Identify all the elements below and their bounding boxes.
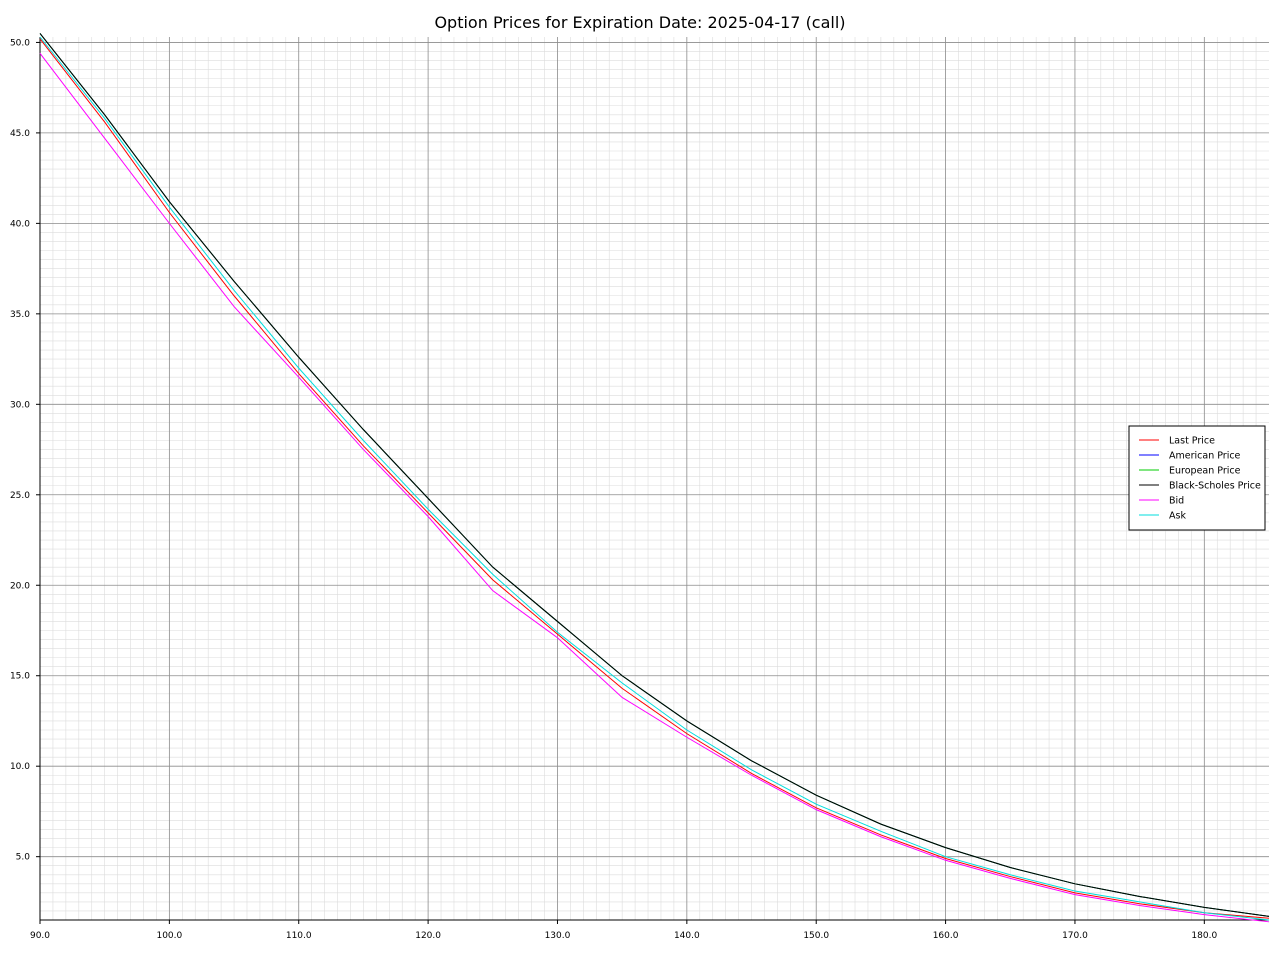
y-tick-label: 25.0: [10, 491, 30, 501]
y-tick-label: 50.0: [10, 38, 30, 48]
x-tick-label: 160.0: [933, 931, 959, 941]
x-tick-label: 170.0: [1062, 931, 1088, 941]
minor-grid: [40, 37, 1269, 921]
legend-box: [1128, 425, 1266, 531]
legend-label-3: Black-Scholes Price: [1169, 481, 1261, 492]
series-line-2: [39, 33, 1270, 917]
series-line-0: [39, 38, 1270, 919]
series-layer: [39, 33, 1270, 923]
y-tick-label: 5.0: [16, 853, 31, 863]
x-tick-label: 130.0: [545, 931, 571, 941]
x-tick-label: 90.0: [30, 931, 50, 941]
series-line-5: [39, 36, 1270, 921]
series-line-3: [39, 33, 1270, 917]
series-line-4: [39, 52, 1270, 923]
y-tick-label: 30.0: [10, 400, 30, 410]
series-line-1: [39, 33, 1270, 917]
x-tick-label: 140.0: [674, 931, 700, 941]
x-axis-ticks: 90.0 100.0 110.0 120.0 130.0 140.0 150.0 160.0 1…: [30, 920, 1217, 941]
major-grid: [39, 37, 1269, 920]
y-tick-label: 35.0: [10, 310, 30, 320]
x-tick-label: 100.0: [156, 931, 182, 941]
chart-title: Option Prices for Expiration Date: 2025-…: [434, 13, 845, 32]
y-tick-label: 45.0: [10, 129, 30, 139]
axes: [39, 37, 1269, 921]
x-tick-label: 120.0: [415, 931, 441, 941]
y-tick-label: 40.0: [10, 219, 30, 229]
legend-label-5: Ask: [1169, 511, 1186, 522]
legend-label-4: Bid: [1169, 496, 1184, 507]
x-tick-label: 150.0: [803, 931, 829, 941]
legend: Last Price American Price European Price Bl…: [1128, 425, 1266, 531]
y-tick-label: 15.0: [10, 672, 30, 682]
legend-label-0: Last Price: [1169, 436, 1215, 447]
legend-label-2: European Price: [1169, 466, 1241, 477]
x-tick-label: 180.0: [1191, 931, 1217, 941]
y-tick-label: 20.0: [10, 581, 30, 591]
y-axis-ticks: 5.0 10.0 15.0 20.0 25.0 30.0 35.0 40.0 45.0 50.0: [10, 38, 40, 863]
y-tick-label: 10.0: [10, 762, 30, 772]
x-tick-label: 110.0: [286, 931, 312, 941]
legend-label-1: American Price: [1169, 451, 1241, 462]
